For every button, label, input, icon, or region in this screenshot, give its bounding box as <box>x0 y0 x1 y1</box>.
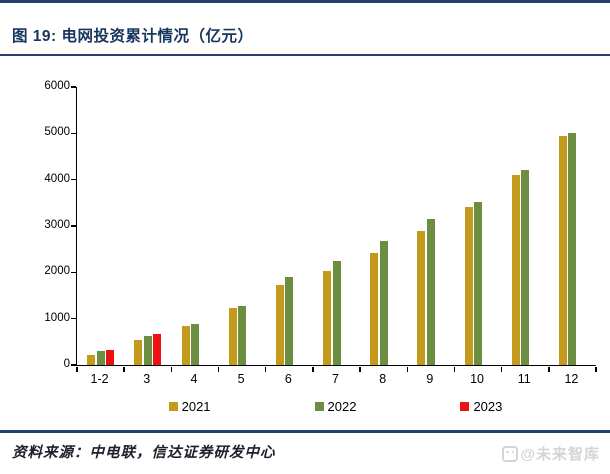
bar-2022-7 <box>332 261 341 365</box>
y-axis-labels: 0 1000 2000 3000 4000 5000 6000 <box>0 80 70 370</box>
y-axis-tick <box>71 86 76 88</box>
bar-2021-12 <box>559 135 567 365</box>
x-axis-labels: 1-2 3 4 5 6 7 8 9 10 11 12 <box>76 372 595 388</box>
bar-2022-1-2 <box>96 350 105 365</box>
bar-2021-4 <box>181 326 190 365</box>
y-axis-tick <box>71 225 76 227</box>
y-axis-tick <box>71 271 76 274</box>
x-axis-tick <box>312 367 314 372</box>
bar-2021-7 <box>323 271 332 365</box>
watermark-logo-icon <box>502 445 519 462</box>
legend-item-2021: 2021 <box>168 399 211 414</box>
bar-2022-3 <box>143 336 152 365</box>
title-divider-rule <box>0 54 610 56</box>
legend-label-2023: 2023 <box>473 399 503 414</box>
legend-swatch-2023 <box>460 402 470 411</box>
top-border-rule <box>0 0 610 3</box>
x-axis-tick <box>406 367 409 372</box>
x-axis-category-label: 6 <box>284 372 292 386</box>
watermark: @未来智库 <box>502 443 600 464</box>
plot-area <box>71 86 597 372</box>
source-note: 资料来源：中电联，信达证券研发中心 <box>12 445 276 461</box>
bar-2021-9 <box>417 231 426 365</box>
y-axis-tick <box>71 317 76 320</box>
x-axis-tick <box>595 367 597 372</box>
bar-2022-10 <box>474 202 483 365</box>
x-axis-tick <box>170 367 173 372</box>
bar-2021-3 <box>134 339 143 365</box>
y-axis-tick <box>71 178 76 181</box>
bar-2021-10 <box>464 207 473 365</box>
x-axis-tick <box>548 367 550 372</box>
x-axis-category-label: 8 <box>379 372 387 386</box>
legend-label-2022: 2022 <box>327 399 357 414</box>
legend: 2021 2022 2023 <box>76 399 595 414</box>
y-axis-tick-label: 2000 <box>44 265 70 278</box>
footer-divider-rule <box>0 430 610 433</box>
y-axis-tick-label: 0 <box>63 358 70 370</box>
y-axis-tick-label: 3000 <box>44 219 70 231</box>
bar-2023-1-2 <box>105 350 114 365</box>
watermark-label: @未来智库 <box>520 446 600 463</box>
legend-swatch-2022 <box>314 402 324 411</box>
legend-item-2022: 2022 <box>314 399 357 414</box>
bar-2021-6 <box>275 284 284 365</box>
bar-2021-11 <box>511 174 520 365</box>
bar-2022-4 <box>190 323 199 365</box>
y-axis-tick-label: 5000 <box>44 126 70 139</box>
y-axis-tick <box>71 132 76 135</box>
x-axis-category-label: 1-2 <box>90 372 109 386</box>
bar-2021-5 <box>228 308 237 365</box>
x-axis-category-label: 10 <box>470 372 484 386</box>
bar-2021-8 <box>370 253 379 365</box>
x-axis-tick <box>500 367 503 372</box>
x-axis-category-label: 12 <box>564 372 579 386</box>
y-axis-tick-label: 6000 <box>44 80 70 92</box>
x-axis-category-label: 4 <box>190 372 198 386</box>
x-axis-tick <box>453 367 456 372</box>
bar-2022-8 <box>379 241 388 365</box>
x-axis-category-label: 7 <box>332 372 339 386</box>
bar-2022-6 <box>285 276 294 365</box>
x-axis-tick <box>123 367 125 372</box>
x-axis-category-label: 9 <box>426 372 434 386</box>
x-axis-tick <box>264 367 267 372</box>
figure-title: 图 19: 电网投资累计情况（亿元） <box>12 28 254 45</box>
bar-2022-9 <box>426 218 435 365</box>
x-axis-tick <box>76 367 78 372</box>
legend-swatch-2021 <box>168 402 178 411</box>
x-axis-category-label: 5 <box>237 372 245 386</box>
legend-label-2021: 2021 <box>181 399 211 414</box>
bar-2021-1-2 <box>87 354 96 365</box>
x-axis-tick <box>359 367 361 372</box>
x-axis-category-label: 3 <box>143 372 151 386</box>
bar-2022-12 <box>568 132 577 365</box>
y-axis-tick-label: 4000 <box>44 172 70 185</box>
bar-2022-11 <box>521 169 530 365</box>
x-axis-tick <box>217 367 220 372</box>
bar-2023-3 <box>153 334 162 365</box>
y-axis-tick-label: 1000 <box>44 311 70 324</box>
x-axis-category-label: 11 <box>517 372 531 386</box>
legend-item-2023: 2023 <box>460 399 502 414</box>
y-axis-tick <box>71 364 76 366</box>
bar-2022-5 <box>238 306 247 365</box>
